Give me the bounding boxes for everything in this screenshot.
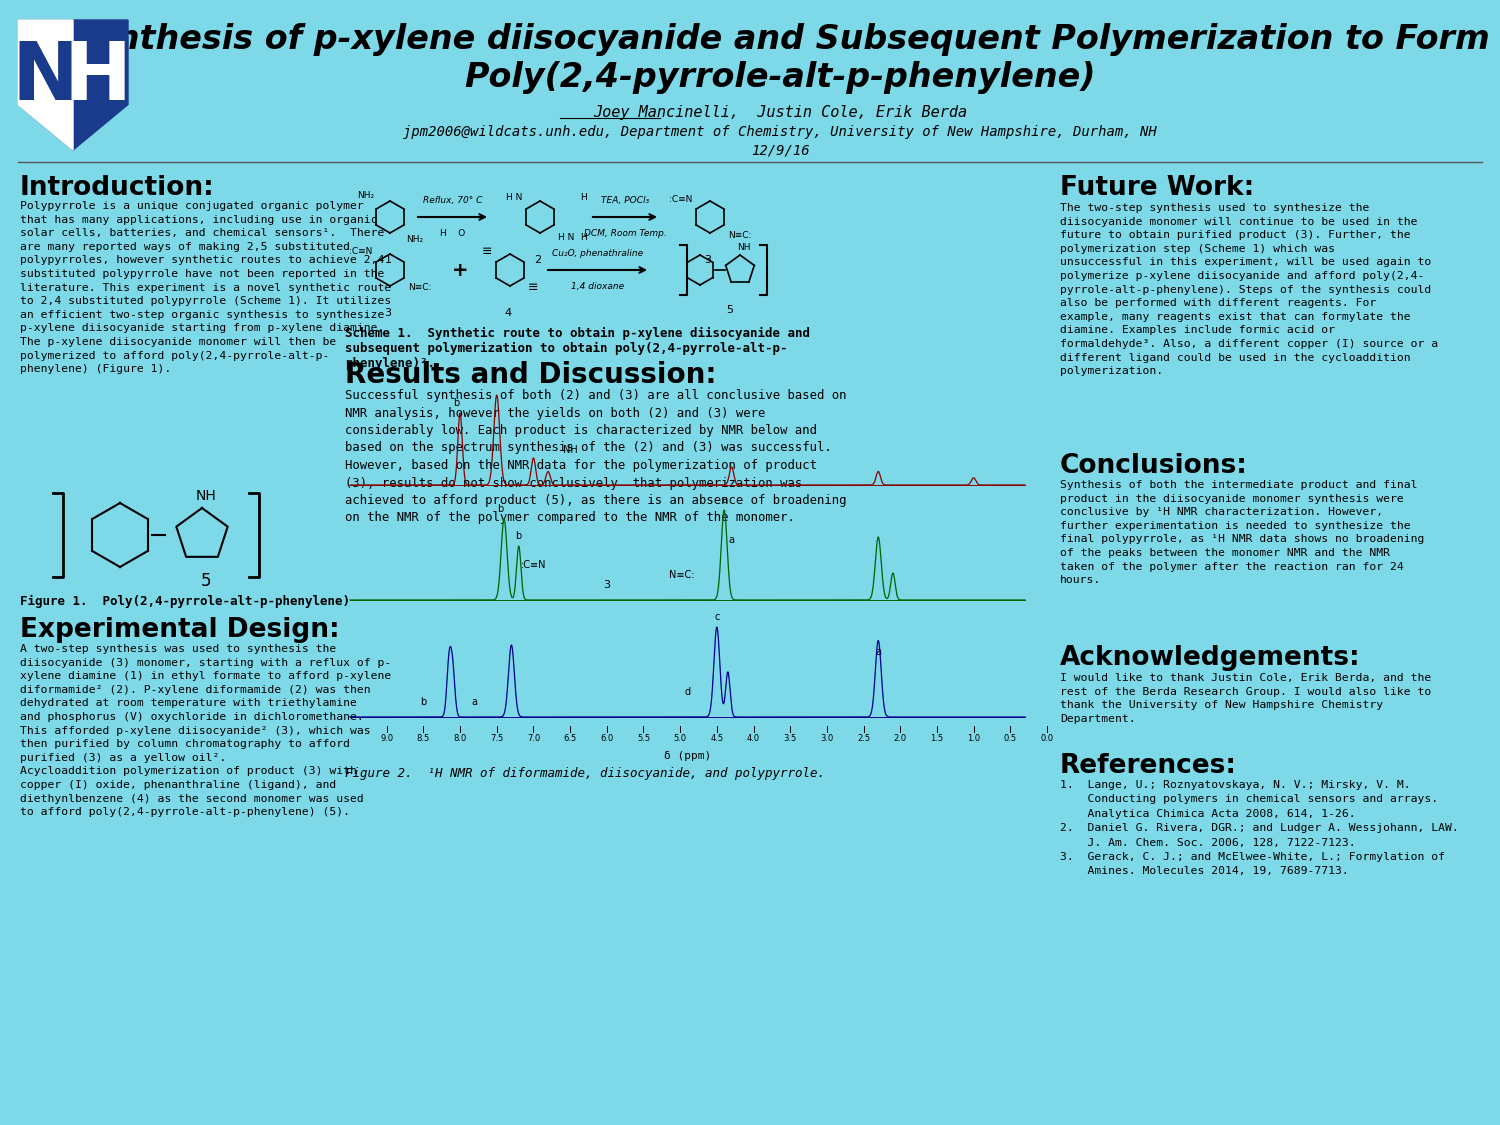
Text: Conclusions:: Conclusions: xyxy=(1060,453,1248,479)
Text: a: a xyxy=(471,698,477,706)
Text: References:: References: xyxy=(1060,753,1238,778)
Text: 2.0: 2.0 xyxy=(894,734,908,742)
Text: N≡C:: N≡C: xyxy=(728,231,752,240)
Text: 1.  Lange, U.; Roznyatovskaya, N. V.; Mirsky, V. M.
    Conducting polymers in c: 1. Lange, U.; Roznyatovskaya, N. V.; Mir… xyxy=(1060,780,1458,876)
Text: 1.0: 1.0 xyxy=(968,734,980,742)
Text: TEA, POCl₃: TEA, POCl₃ xyxy=(602,196,650,205)
Text: +: + xyxy=(452,261,468,279)
Text: H: H xyxy=(63,39,132,117)
Text: Polypyrrole is a unique conjugated organic polymer
that has many applications, i: Polypyrrole is a unique conjugated organ… xyxy=(20,201,392,375)
Text: H N: H N xyxy=(558,233,574,242)
Text: H: H xyxy=(580,233,586,242)
Text: 5: 5 xyxy=(201,572,211,590)
Text: 8.0: 8.0 xyxy=(453,734,466,742)
Text: DCM, Room Temp.: DCM, Room Temp. xyxy=(584,229,666,238)
Text: NH: NH xyxy=(738,243,750,252)
Text: NH: NH xyxy=(195,489,216,503)
Text: A two-step synthesis was used to synthesis the
diisocyanide (3) monomer, startin: A two-step synthesis was used to synthes… xyxy=(20,644,392,817)
Text: :C≡N: :C≡N xyxy=(520,560,546,570)
Text: 7.5: 7.5 xyxy=(490,734,504,742)
Text: I would like to thank Justin Cole, Erik Berda, and the
rest of the Berda Researc: I would like to thank Justin Cole, Erik … xyxy=(1060,673,1431,723)
Text: b: b xyxy=(516,531,522,541)
Text: NH₂: NH₂ xyxy=(357,190,374,199)
Text: NH₂: NH₂ xyxy=(406,234,423,243)
Text: 3: 3 xyxy=(384,308,392,318)
Text: 2: 2 xyxy=(534,255,542,266)
Text: d: d xyxy=(684,687,690,698)
Text: δ (ppm): δ (ppm) xyxy=(664,752,711,760)
Text: 12/9/16: 12/9/16 xyxy=(750,143,810,158)
Text: Introduction:: Introduction: xyxy=(20,176,214,201)
Text: ≡: ≡ xyxy=(482,245,492,259)
Text: Results and Discussion:: Results and Discussion: xyxy=(345,361,717,389)
Text: 5.0: 5.0 xyxy=(674,734,687,742)
Text: Joey Mancinelli,  Justin Cole, Erik Berda: Joey Mancinelli, Justin Cole, Erik Berda xyxy=(592,105,968,119)
Text: The two-step synthesis used to synthesize the
diisocyanide monomer will continue: The two-step synthesis used to synthesiz… xyxy=(1060,202,1438,376)
Text: Poly(2,4-pyrrole-alt-p-phenylene): Poly(2,4-pyrrole-alt-p-phenylene) xyxy=(465,61,1095,93)
Text: 5: 5 xyxy=(726,305,734,315)
Text: Scheme 1.  Synthetic route to obtain p-xylene diisocyanide and
subsequent polyme: Scheme 1. Synthetic route to obtain p-xy… xyxy=(345,327,810,370)
Text: 4: 4 xyxy=(504,308,512,318)
Text: 1.5: 1.5 xyxy=(930,734,944,742)
Text: H    O: H O xyxy=(441,229,465,238)
Text: 3.5: 3.5 xyxy=(783,734,796,742)
Text: b: b xyxy=(498,504,504,514)
Text: 6.5: 6.5 xyxy=(564,734,576,742)
Text: Figure 2.  ¹H NMR of diformamide, diisocyanide, and polypyrrole.: Figure 2. ¹H NMR of diformamide, diisocy… xyxy=(345,767,825,780)
Text: Reflux, 70° C: Reflux, 70° C xyxy=(423,196,483,205)
Text: a: a xyxy=(876,647,882,657)
Text: a: a xyxy=(729,536,735,544)
Text: c: c xyxy=(714,612,720,622)
Text: Successful synthesis of both (2) and (3) are all conclusive based on
NMR analysi: Successful synthesis of both (2) and (3)… xyxy=(345,389,846,524)
Text: 4.5: 4.5 xyxy=(711,734,723,742)
Text: 3: 3 xyxy=(603,580,610,590)
Polygon shape xyxy=(18,20,128,150)
Text: Experimental Design:: Experimental Design: xyxy=(20,616,339,643)
Text: H N: H N xyxy=(506,192,522,201)
Text: NH: NH xyxy=(562,446,578,454)
Text: 6.0: 6.0 xyxy=(600,734,613,742)
Polygon shape xyxy=(18,20,74,150)
Text: a: a xyxy=(722,495,728,505)
Text: 0.5: 0.5 xyxy=(1004,734,1017,742)
Text: H: H xyxy=(580,192,586,201)
Text: Cu₂O, phenathraline: Cu₂O, phenathraline xyxy=(552,249,644,258)
Text: Acknowledgements:: Acknowledgements: xyxy=(1060,645,1360,670)
Text: N: N xyxy=(12,39,80,117)
Text: ≡: ≡ xyxy=(528,281,538,295)
Text: 3.0: 3.0 xyxy=(821,734,834,742)
Text: 4.0: 4.0 xyxy=(747,734,760,742)
Text: :C≡N: :C≡N xyxy=(348,248,372,256)
Text: b: b xyxy=(453,398,459,408)
Text: Figure 1.  Poly(2,4-pyrrole-alt-p-phenylene): Figure 1. Poly(2,4-pyrrole-alt-p-phenyle… xyxy=(20,595,350,609)
Text: 5.5: 5.5 xyxy=(638,734,650,742)
Text: 3: 3 xyxy=(705,255,711,266)
Text: b: b xyxy=(420,698,426,706)
Text: 1: 1 xyxy=(384,255,392,266)
Text: jpm2006@wildcats.unh.edu, Department of Chemistry, University of New Hampshire, : jpm2006@wildcats.unh.edu, Department of … xyxy=(404,125,1156,140)
Text: 1,4 dioxane: 1,4 dioxane xyxy=(572,282,624,291)
Text: 9.0: 9.0 xyxy=(380,734,393,742)
Text: Future Work:: Future Work: xyxy=(1060,176,1254,201)
Text: Synthesis of both the intermediate product and final
product in the diisocyanide: Synthesis of both the intermediate produ… xyxy=(1060,480,1425,585)
Text: :C≡N: :C≡N xyxy=(669,195,692,204)
Text: 8.5: 8.5 xyxy=(417,734,430,742)
Text: 2.5: 2.5 xyxy=(856,734,870,742)
Text: N≡C:: N≡C: xyxy=(669,570,694,580)
Text: N≡C:: N≡C: xyxy=(408,284,432,292)
Text: 0.0: 0.0 xyxy=(1041,734,1053,742)
Text: 7.0: 7.0 xyxy=(526,734,540,742)
Text: Synthesis of p-xylene diisocyanide and Subsequent Polymerization to Form: Synthesis of p-xylene diisocyanide and S… xyxy=(70,24,1490,56)
